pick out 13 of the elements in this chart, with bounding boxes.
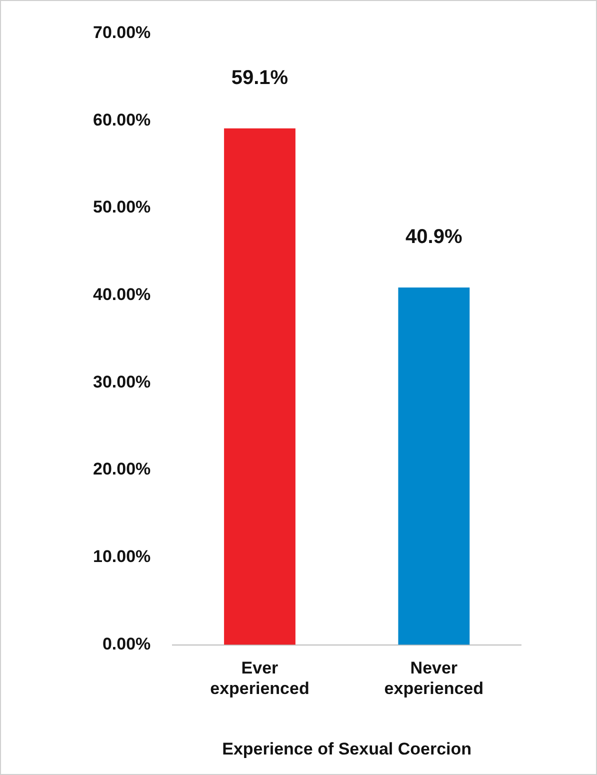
y-tick-label: 40.00%	[92, 285, 151, 304]
x-tick-label: Never experienced	[384, 658, 484, 698]
x-axis-title: Experience of Sexual Coercion	[222, 739, 472, 758]
y-tick-label: 10.00%	[92, 547, 151, 566]
data-label: 40.9%	[406, 226, 462, 248]
y-tick-label: 50.00%	[92, 198, 151, 217]
y-tick-label: 0.00%	[102, 634, 151, 654]
y-tick-label: 60.00%	[92, 110, 151, 130]
y-tick-label: 30.00%	[92, 372, 151, 392]
y-tick-label: 20.00%	[92, 460, 151, 479]
y-tick-label: 70.00%	[92, 22, 151, 42]
x-tick-label: Ever experienced	[210, 658, 310, 698]
data-label: 59.1%	[231, 66, 288, 89]
